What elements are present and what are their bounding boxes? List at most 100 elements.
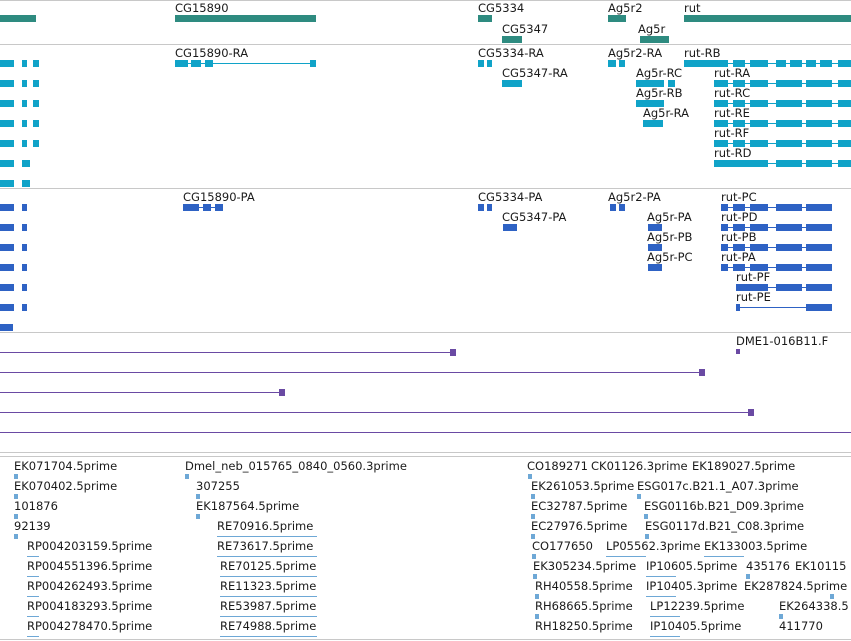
transcript-exon[interactable] xyxy=(608,60,616,67)
transcript-exon[interactable] xyxy=(205,60,213,67)
protein-exon[interactable] xyxy=(478,204,484,211)
transcript-feature[interactable] xyxy=(0,100,14,107)
alignment-line[interactable] xyxy=(0,432,851,433)
est-feature[interactable] xyxy=(531,494,535,499)
gene-label[interactable]: rut xyxy=(684,1,701,15)
est-label[interactable]: EK305234.5prime xyxy=(533,559,637,573)
protein-label[interactable]: Ag5r-PC xyxy=(647,250,693,264)
est-feature[interactable] xyxy=(220,636,317,637)
est-feature[interactable] xyxy=(531,534,535,539)
est-label[interactable]: EK264338.5 xyxy=(779,599,849,613)
transcript-exon[interactable] xyxy=(776,80,802,87)
protein-exon[interactable] xyxy=(736,284,768,291)
transcript-feature[interactable] xyxy=(22,120,27,127)
protein-exon[interactable] xyxy=(776,284,802,291)
protein-exon[interactable] xyxy=(721,204,728,211)
protein-feature[interactable] xyxy=(0,204,14,211)
transcript-exon[interactable] xyxy=(478,60,484,67)
est-label[interactable]: RE70916.5prime xyxy=(217,519,314,533)
gene-feature[interactable] xyxy=(478,15,492,22)
est-feature[interactable] xyxy=(220,616,317,617)
transcript-exon[interactable] xyxy=(776,100,802,107)
alignment-line[interactable] xyxy=(0,392,285,393)
transcript-exon[interactable] xyxy=(838,80,851,87)
est-label[interactable]: RH68665.5prime xyxy=(535,599,633,613)
transcript-label[interactable]: Ag5r-RC xyxy=(636,66,683,80)
est-label[interactable]: RE11323.5prime xyxy=(220,579,317,593)
gene-label[interactable]: Ag5r xyxy=(638,22,666,36)
est-feature[interactable] xyxy=(27,596,39,597)
transcript-exon[interactable] xyxy=(191,60,201,67)
transcript-label[interactable]: rut-RF xyxy=(714,126,750,140)
protein-exon[interactable] xyxy=(648,264,662,271)
protein-exon[interactable] xyxy=(806,244,832,251)
est-label[interactable]: IP10605.5prime xyxy=(646,559,738,573)
gene-feature[interactable] xyxy=(175,15,316,22)
transcript-exon[interactable] xyxy=(487,60,492,67)
transcript-exon[interactable] xyxy=(502,80,522,87)
est-label[interactable]: ESG0116b.B21_D09.3prime xyxy=(644,499,804,513)
est-feature[interactable] xyxy=(217,556,317,557)
est-feature[interactable] xyxy=(637,494,641,499)
transcript-feature[interactable] xyxy=(33,100,39,107)
est-label[interactable]: Dmel_neb_015765_0840_0560.3prime xyxy=(185,459,407,473)
protein-label[interactable]: Ag5r2-PA xyxy=(608,190,661,204)
transcript-exon[interactable] xyxy=(636,80,664,87)
transcript-exon[interactable] xyxy=(790,60,802,67)
est-feature[interactable] xyxy=(27,636,39,637)
protein-exon[interactable] xyxy=(806,204,832,211)
est-feature[interactable] xyxy=(535,614,539,619)
est-label[interactable]: EC27976.5prime xyxy=(531,519,628,533)
alignment-end[interactable] xyxy=(450,349,456,356)
transcript-feature[interactable] xyxy=(0,60,14,67)
est-feature[interactable] xyxy=(14,494,18,499)
transcript-feature[interactable] xyxy=(22,80,27,87)
protein-feature[interactable] xyxy=(22,244,27,251)
est-label[interactable]: RH40558.5prime xyxy=(535,579,633,593)
alignment-marker[interactable] xyxy=(736,349,740,354)
protein-exon[interactable] xyxy=(750,224,768,231)
est-label[interactable]: IP10405.5prime xyxy=(650,619,742,633)
est-feature[interactable] xyxy=(14,474,18,479)
protein-exon[interactable] xyxy=(215,204,223,211)
transcript-exon[interactable] xyxy=(714,160,768,167)
est-label[interactable]: RH18250.5prime xyxy=(535,619,633,633)
est-label[interactable]: EK10115 xyxy=(795,559,847,573)
transcript-exon[interactable] xyxy=(714,120,728,127)
est-label[interactable]: 92139 xyxy=(14,519,51,533)
alignment-line[interactable] xyxy=(0,372,704,373)
transcript-feature[interactable] xyxy=(22,60,27,67)
transcript-exon[interactable] xyxy=(776,160,802,167)
transcript-exon[interactable] xyxy=(750,140,768,147)
protein-feature[interactable] xyxy=(22,284,27,291)
est-label[interactable]: RP004183293.5prime xyxy=(27,599,153,613)
protein-exon[interactable] xyxy=(776,224,802,231)
transcript-exon[interactable] xyxy=(838,140,851,147)
transcript-exon[interactable] xyxy=(776,60,786,67)
gene-feature[interactable] xyxy=(684,15,851,22)
alignment-line[interactable] xyxy=(0,352,454,353)
transcript-exon[interactable] xyxy=(733,140,745,147)
transcript-label[interactable]: CG5347-RA xyxy=(502,66,568,80)
transcript-exon[interactable] xyxy=(733,100,745,107)
protein-exon[interactable] xyxy=(776,204,802,211)
protein-feature[interactable] xyxy=(0,284,14,291)
est-label[interactable]: 307255 xyxy=(196,479,240,493)
transcript-exon[interactable] xyxy=(750,120,768,127)
protein-label[interactable]: rut-PF xyxy=(736,270,771,284)
protein-feature[interactable] xyxy=(0,264,14,271)
protein-exon[interactable] xyxy=(776,244,802,251)
protein-feature[interactable] xyxy=(0,224,14,231)
est-feature[interactable] xyxy=(650,616,680,617)
est-feature[interactable] xyxy=(27,616,39,617)
est-label[interactable]: EK187564.5prime xyxy=(196,499,300,513)
est-label[interactable]: CO177650 xyxy=(532,539,593,553)
est-label[interactable]: 411770 xyxy=(779,619,823,633)
transcript-feature[interactable] xyxy=(22,160,30,167)
protein-label[interactable]: rut-PC xyxy=(721,190,757,204)
transcript-feature[interactable] xyxy=(33,120,39,127)
est-label[interactable]: EC32787.5prime xyxy=(531,499,628,513)
protein-label[interactable]: Ag5r-PA xyxy=(647,210,692,224)
transcript-exon[interactable] xyxy=(714,80,728,87)
gene-label[interactable]: CG5347 xyxy=(502,22,549,36)
